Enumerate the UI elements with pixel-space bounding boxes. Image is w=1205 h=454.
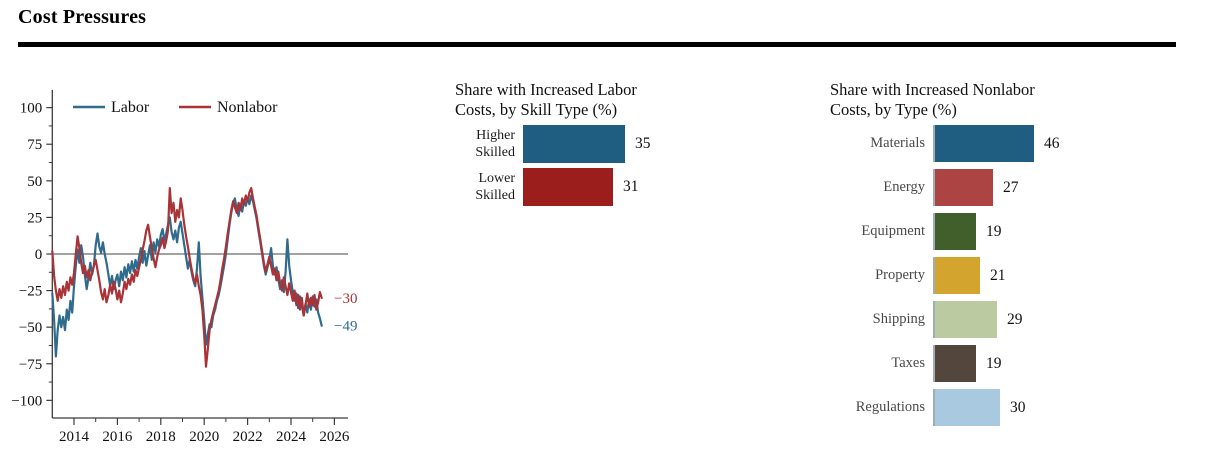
bar-property xyxy=(935,257,980,294)
bar-track-equipment: 19 xyxy=(933,213,1200,250)
x-tick-label: 2014 xyxy=(59,429,90,445)
bar-value-higher-skilled: 35 xyxy=(635,135,651,152)
bar-track-shipping: 29 xyxy=(933,301,1200,338)
y-tick-label: 75 xyxy=(27,137,42,153)
bar-row-higher-skilled: Higher Skilled 35 xyxy=(455,125,800,163)
y-tick-label: −50 xyxy=(19,320,42,336)
bar-label-taxes: Taxes xyxy=(891,355,925,371)
nonlabor-line xyxy=(51,186,323,368)
bar-regulations xyxy=(935,389,1000,426)
y-tick-label: 0 xyxy=(35,247,43,263)
bar-track-taxes: 19 xyxy=(933,345,1200,382)
bar-value-lower-skilled: 31 xyxy=(623,178,639,195)
x-tick-label: 2018 xyxy=(146,429,176,445)
chart-title: Share with Increased Labor Costs, by Ski… xyxy=(455,80,800,120)
x-tick-label: 2024 xyxy=(276,429,307,445)
bar-label-energy: Energy xyxy=(883,179,925,195)
bar-label-property: Property xyxy=(875,267,925,283)
bar-label-shipping: Shipping xyxy=(872,311,925,327)
chart-title-line-1: Share with Increased Nonlabor xyxy=(830,80,1035,99)
y-tick-label: 25 xyxy=(27,210,42,226)
bar-row-property: Property 21 xyxy=(830,257,1200,294)
bar-value-regulations: 30 xyxy=(1010,398,1026,416)
page-title: Cost Pressures xyxy=(18,6,147,28)
nonlabor-costs-bar-chart: Share with Increased Nonlabor Costs, by … xyxy=(830,80,1200,433)
bar-track-higher-skilled: 35 xyxy=(523,125,800,163)
bar-row-equipment: Equipment 19 xyxy=(830,213,1200,250)
labor-bars-rows: Higher Skilled 35 Lower Skilled 31 xyxy=(455,125,800,206)
bar-row-lower-skilled: Lower Skilled 31 xyxy=(455,168,800,206)
nonlabor-end-label: −30 xyxy=(334,291,357,307)
y-tick-label: 100 xyxy=(20,101,43,117)
bar-track-energy: 27 xyxy=(933,169,1200,206)
x-tick-label: 2016 xyxy=(102,429,133,445)
bar-track-regulations: 30 xyxy=(933,389,1200,426)
bar-value-property: 21 xyxy=(990,266,1006,284)
bar-taxes xyxy=(935,345,976,382)
bar-higher-skilled xyxy=(523,125,625,163)
x-tick-label: 2020 xyxy=(189,429,219,445)
chart-title-line-2: Costs, by Skill Type (%) xyxy=(455,100,618,119)
bar-label-equipment: Equipment xyxy=(861,223,925,239)
bar-value-materials: 46 xyxy=(1044,134,1060,152)
bar-label-regulations: Regulations xyxy=(855,399,925,415)
bar-row-materials: Materials 46 xyxy=(830,125,1200,162)
bar-row-energy: Energy 27 xyxy=(830,169,1200,206)
x-tick-label: 2022 xyxy=(233,429,263,445)
bar-row-shipping: Shipping 29 xyxy=(830,301,1200,338)
bar-label-higher-skilled: Higher Skilled xyxy=(475,128,515,160)
labor-end-label: −49 xyxy=(334,319,357,335)
bar-track-materials: 46 xyxy=(933,125,1200,162)
bar-label-lower-skilled: Lower Skilled xyxy=(475,171,515,203)
bar-energy xyxy=(935,169,993,206)
bar-row-taxes: Taxes 19 xyxy=(830,345,1200,382)
y-tick-label: −100 xyxy=(11,393,42,409)
chart-title: Share with Increased Nonlabor Costs, by … xyxy=(830,80,1200,120)
y-tick-label: −25 xyxy=(19,284,42,300)
bar-equipment xyxy=(935,213,976,250)
y-tick-label: 50 xyxy=(27,174,42,190)
x-tick-label: 2026 xyxy=(319,429,350,445)
bar-track-property: 21 xyxy=(933,257,1200,294)
bar-row-regulations: Regulations 30 xyxy=(830,389,1200,426)
bar-shipping xyxy=(935,301,997,338)
bar-value-taxes: 19 xyxy=(986,354,1002,372)
bar-track-lower-skilled: 31 xyxy=(523,168,800,206)
chart-title-line-1: Share with Increased Labor xyxy=(455,80,637,99)
labor-line xyxy=(51,194,323,358)
bar-value-energy: 27 xyxy=(1003,178,1019,196)
header-rule xyxy=(18,42,1176,47)
labor-legend-label: Labor xyxy=(111,99,150,116)
chart-title-line-2: Costs, by Type (%) xyxy=(830,100,957,119)
y-tick-label: −75 xyxy=(19,357,42,373)
bar-value-shipping: 29 xyxy=(1007,310,1023,328)
labor-costs-bar-chart: Share with Increased Labor Costs, by Ski… xyxy=(455,80,800,211)
labor-nonlabor-line-chart: 100 75 50 25 0 −25 −50 −75 −100 2014 2016 2018 2020 2… xyxy=(11,90,357,445)
bar-lower-skilled xyxy=(523,168,613,206)
bar-materials xyxy=(935,125,1034,162)
bar-value-equipment: 19 xyxy=(986,222,1002,240)
bar-label-materials: Materials xyxy=(870,135,925,151)
nonlabor-legend-label: Nonlabor xyxy=(217,99,278,116)
nonlabor-bars-rows: Materials 46 Energy 27 Equipment 19 Property 21… xyxy=(830,125,1200,426)
